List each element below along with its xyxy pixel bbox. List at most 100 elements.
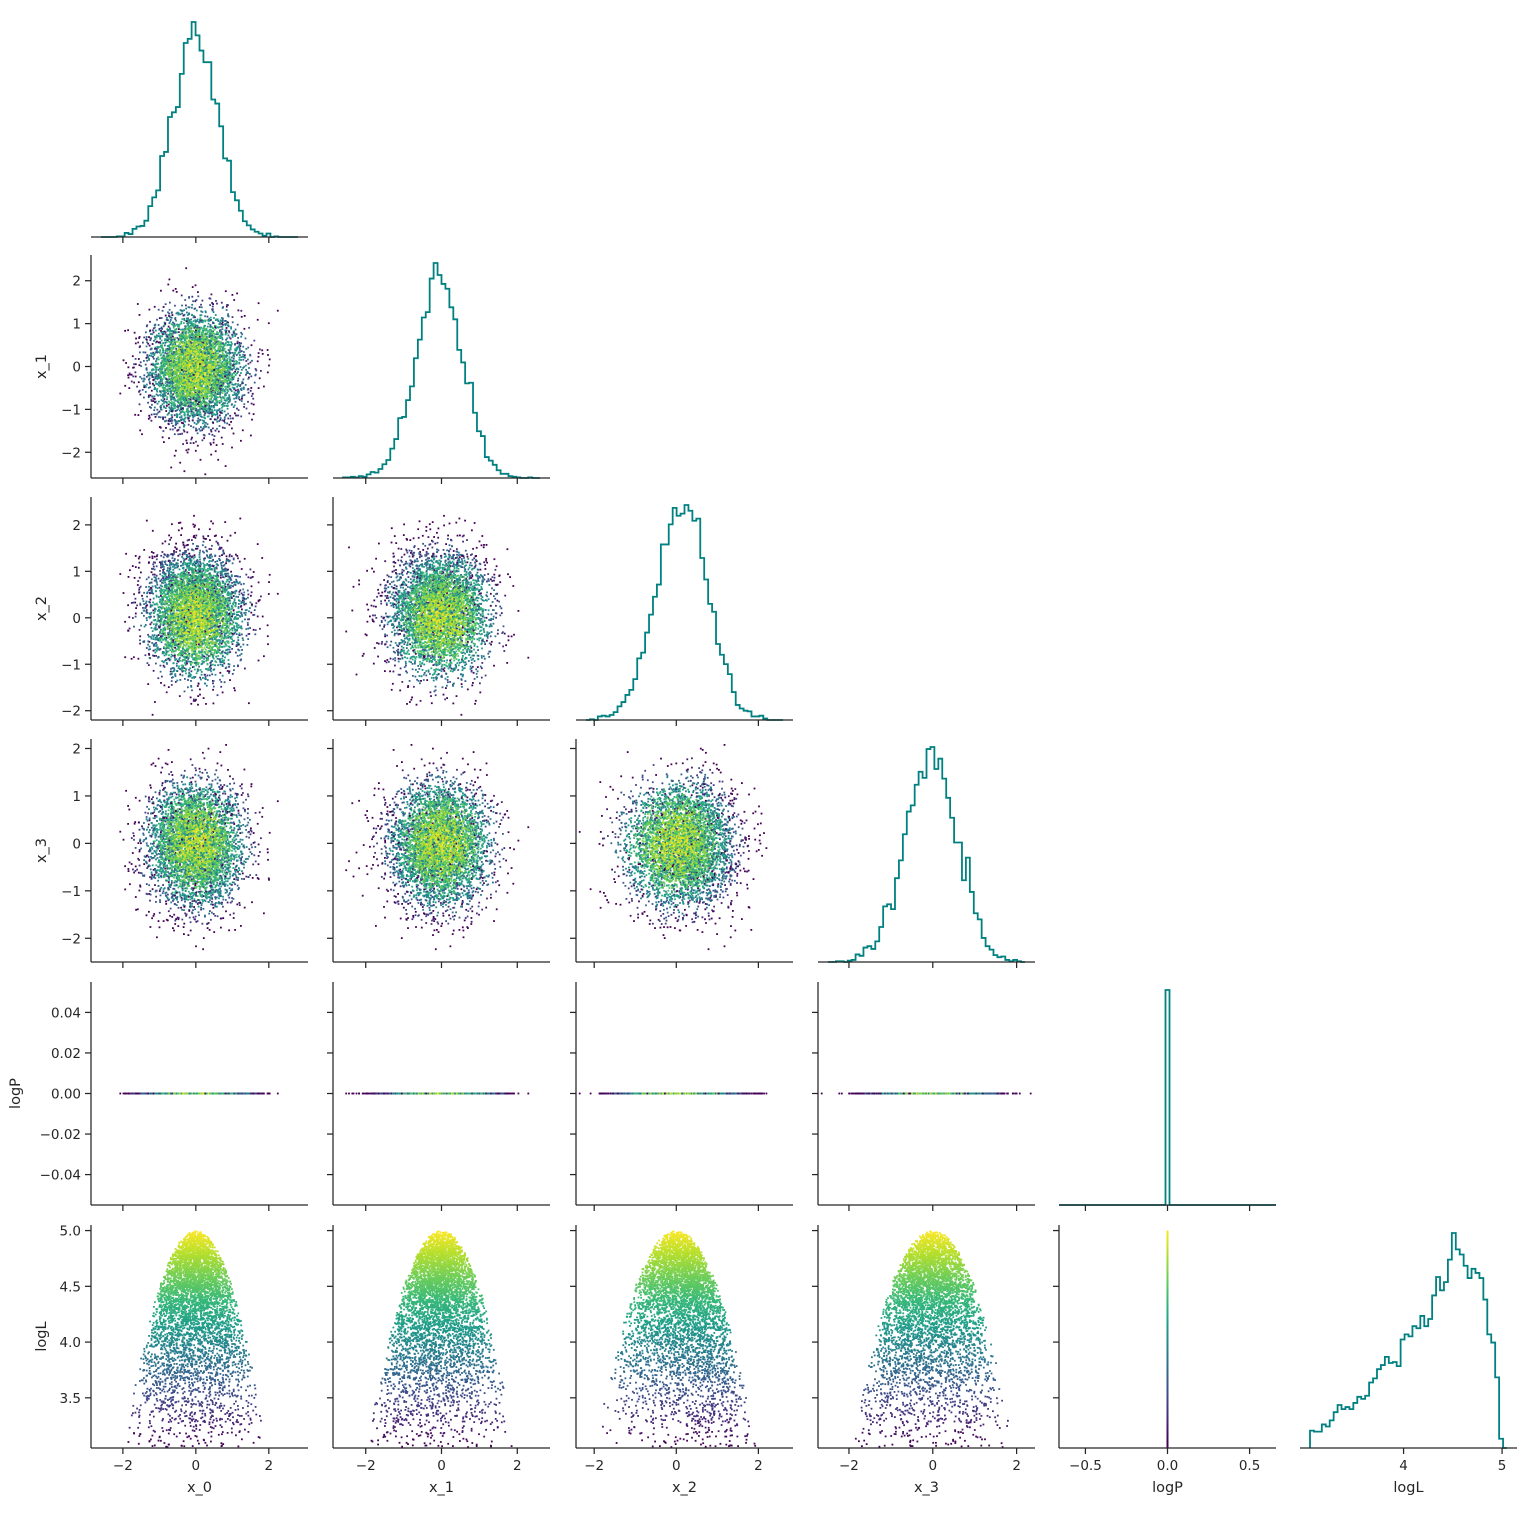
point (149, 372, 151, 374)
point (258, 387, 260, 389)
point (160, 408, 162, 410)
point (170, 420, 172, 422)
point (245, 384, 247, 386)
point (245, 374, 247, 376)
point (223, 420, 225, 422)
point (216, 303, 218, 305)
point (201, 429, 203, 431)
point (172, 314, 174, 316)
point (245, 369, 247, 371)
point (227, 413, 229, 415)
point (132, 376, 134, 378)
point (240, 366, 242, 368)
point (219, 326, 221, 328)
point (174, 305, 176, 307)
point (175, 400, 177, 402)
point (197, 445, 199, 447)
point (193, 426, 195, 428)
point (202, 300, 204, 302)
point (226, 309, 228, 311)
point (134, 414, 136, 416)
point (224, 411, 226, 413)
point (247, 359, 249, 361)
point (149, 355, 151, 357)
point (197, 325, 199, 327)
point (140, 365, 142, 367)
point (209, 304, 211, 306)
point (226, 353, 228, 355)
point (155, 374, 157, 376)
point (277, 310, 279, 312)
point (243, 379, 245, 381)
point (146, 336, 148, 338)
point (157, 346, 159, 348)
point (137, 342, 139, 344)
point (236, 293, 238, 295)
point (145, 352, 147, 354)
point (155, 381, 157, 383)
point (250, 387, 252, 389)
point (234, 344, 236, 346)
point (185, 305, 187, 307)
point (166, 405, 168, 407)
point (227, 408, 229, 410)
point (221, 399, 223, 401)
point (216, 444, 218, 446)
scatter-points (119, 267, 278, 475)
point (225, 290, 227, 292)
point (197, 432, 199, 434)
point (258, 352, 260, 354)
point (245, 348, 247, 350)
point (163, 385, 165, 387)
point (219, 425, 221, 427)
point (208, 433, 210, 435)
point (199, 306, 201, 308)
point (211, 294, 213, 296)
point (203, 437, 205, 439)
point (232, 394, 234, 396)
point (135, 343, 137, 345)
point (166, 319, 168, 321)
point (169, 321, 171, 323)
point (138, 391, 140, 393)
point (197, 319, 199, 321)
point (200, 304, 202, 306)
point (145, 391, 147, 393)
point (239, 342, 241, 344)
point (190, 442, 192, 444)
panel-x_1-vs-x_0: −2−1012 (61, 255, 308, 484)
point (213, 439, 215, 441)
point (190, 425, 192, 427)
point (177, 433, 179, 435)
point (230, 421, 232, 423)
point (184, 470, 186, 472)
point (142, 342, 144, 344)
point (175, 320, 177, 322)
point (163, 406, 165, 408)
point (215, 450, 217, 452)
point (151, 390, 153, 392)
point (166, 396, 168, 398)
point (233, 358, 235, 360)
point (239, 385, 241, 387)
point (222, 346, 224, 348)
point (210, 324, 212, 326)
point (195, 441, 197, 443)
point (224, 422, 226, 424)
point (231, 390, 233, 392)
point (231, 343, 233, 345)
point (159, 349, 161, 351)
point (209, 326, 211, 328)
point (199, 315, 201, 317)
point (216, 421, 218, 423)
point (153, 409, 155, 411)
point (211, 431, 213, 433)
point (173, 327, 175, 329)
point (190, 319, 192, 321)
point (135, 371, 137, 373)
point (170, 429, 172, 431)
point (179, 427, 181, 429)
point (199, 340, 201, 342)
point (186, 312, 188, 314)
point (171, 401, 173, 403)
